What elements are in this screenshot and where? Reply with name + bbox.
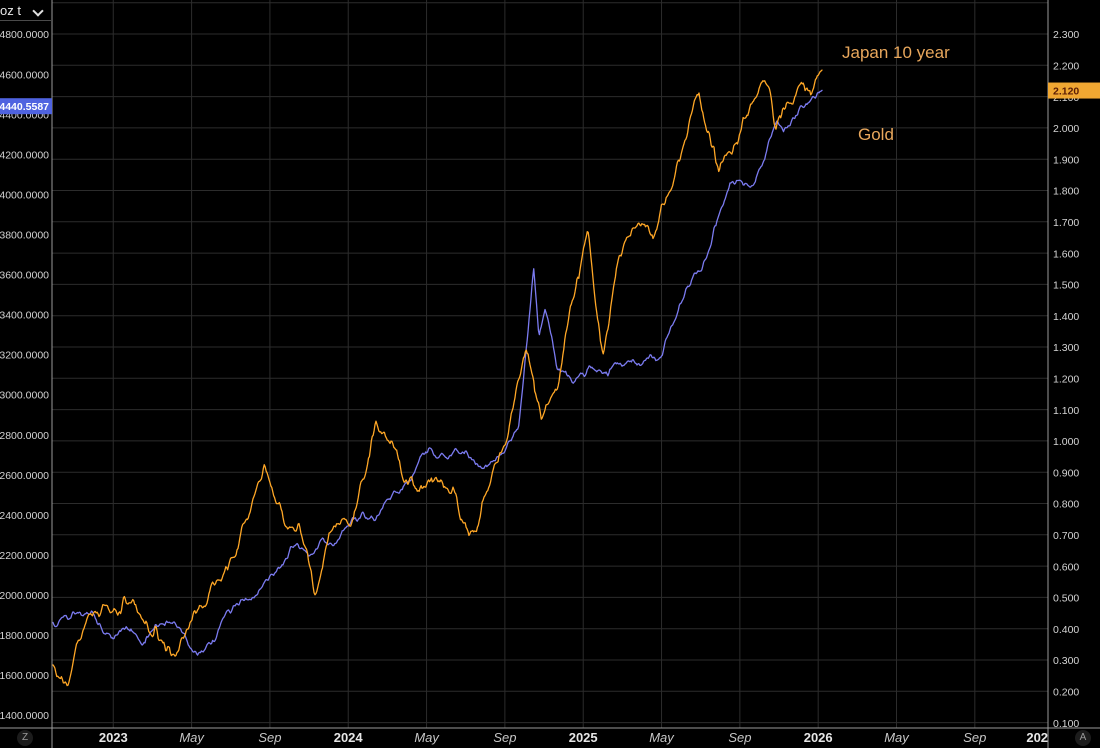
svg-text:1.500: 1.500 [1053, 280, 1079, 292]
svg-text:2200.0000: 2200.0000 [0, 550, 49, 562]
svg-text:2600.0000: 2600.0000 [0, 470, 49, 482]
svg-text:2400.0000: 2400.0000 [0, 510, 49, 522]
svg-text:1800.0000: 1800.0000 [0, 630, 49, 642]
svg-text:0.800: 0.800 [1053, 499, 1079, 511]
svg-text:0.900: 0.900 [1053, 467, 1079, 479]
svg-text:3800.0000: 3800.0000 [0, 230, 49, 242]
svg-text:2.200: 2.200 [1053, 61, 1079, 73]
svg-text:Gold: Gold [858, 125, 894, 144]
svg-text:4800.0000: 4800.0000 [0, 29, 49, 41]
svg-text:2.300: 2.300 [1053, 29, 1079, 41]
svg-text:3000.0000: 3000.0000 [0, 390, 49, 402]
svg-text:0.600: 0.600 [1053, 561, 1079, 573]
svg-text:1.100: 1.100 [1053, 405, 1079, 417]
svg-text:1.000: 1.000 [1053, 436, 1079, 448]
svg-text:2.000: 2.000 [1053, 123, 1079, 135]
svg-text:1600.0000: 1600.0000 [0, 670, 49, 682]
svg-text:1400.0000: 1400.0000 [0, 710, 49, 722]
svg-text:2.120: 2.120 [1053, 86, 1079, 98]
svg-text:2000.0000: 2000.0000 [0, 590, 49, 602]
svg-text:1.200: 1.200 [1053, 374, 1079, 386]
svg-text:3400.0000: 3400.0000 [0, 310, 49, 322]
svg-text:1.700: 1.700 [1053, 217, 1079, 229]
svg-text:2800.0000: 2800.0000 [0, 430, 49, 442]
svg-text:1.800: 1.800 [1053, 186, 1079, 198]
svg-text:4000.0000: 4000.0000 [0, 189, 49, 201]
svg-text:0.500: 0.500 [1053, 593, 1079, 605]
svg-text:0.200: 0.200 [1053, 687, 1079, 699]
svg-text:0.300: 0.300 [1053, 655, 1079, 667]
svg-text:Japan 10 year: Japan 10 year [842, 43, 950, 62]
svg-text:1.400: 1.400 [1053, 311, 1079, 323]
svg-text:1.600: 1.600 [1053, 248, 1079, 260]
svg-text:4200.0000: 4200.0000 [0, 149, 49, 161]
svg-text:1.300: 1.300 [1053, 342, 1079, 354]
svg-text:0.400: 0.400 [1053, 624, 1079, 636]
svg-text:1.900: 1.900 [1053, 154, 1079, 166]
svg-text:4600.0000: 4600.0000 [0, 69, 49, 81]
svg-text:0.700: 0.700 [1053, 530, 1079, 542]
svg-text:3600.0000: 3600.0000 [0, 270, 49, 282]
svg-text:4440.5587: 4440.5587 [0, 101, 49, 113]
svg-text:3200.0000: 3200.0000 [0, 350, 49, 362]
